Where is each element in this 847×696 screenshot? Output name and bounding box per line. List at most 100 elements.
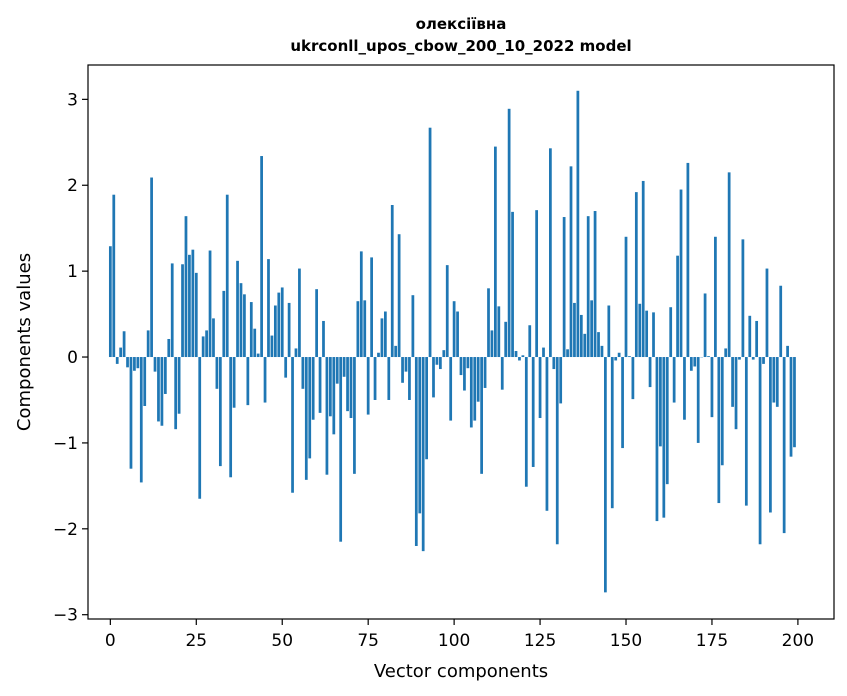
bar xyxy=(153,357,157,372)
bar xyxy=(686,162,690,358)
bar xyxy=(590,300,594,358)
y-tick-label: −3 xyxy=(53,606,78,626)
bar xyxy=(490,330,494,358)
bar xyxy=(404,357,408,372)
bar xyxy=(236,260,239,358)
bar xyxy=(779,285,783,358)
bar xyxy=(194,272,198,358)
bar xyxy=(720,357,724,466)
bar xyxy=(476,357,480,402)
bar xyxy=(762,357,765,364)
bar xyxy=(397,234,401,358)
bar xyxy=(294,348,298,358)
bar xyxy=(328,357,332,417)
bar xyxy=(198,357,202,499)
x-tick-label: 150 xyxy=(610,631,642,651)
bar xyxy=(339,357,343,542)
plot-frame xyxy=(87,64,835,620)
bar xyxy=(659,357,662,447)
bar xyxy=(191,249,195,358)
bar xyxy=(263,357,267,403)
bar xyxy=(253,328,257,358)
bar xyxy=(751,357,755,360)
bar xyxy=(714,236,717,358)
bar xyxy=(115,357,119,364)
bar xyxy=(414,357,418,546)
bar xyxy=(628,356,631,358)
bar xyxy=(600,345,604,358)
bar xyxy=(689,357,693,371)
bar xyxy=(683,357,686,420)
y-tick-label: −2 xyxy=(53,520,78,540)
bar xyxy=(452,301,456,358)
bar xyxy=(232,357,236,408)
bar xyxy=(332,357,336,435)
bar xyxy=(239,283,243,358)
bar xyxy=(710,357,714,418)
bar xyxy=(652,312,655,358)
bar xyxy=(786,345,789,358)
bar xyxy=(641,180,645,358)
bar xyxy=(205,330,208,358)
bar xyxy=(377,352,380,358)
y-tick-label: 1 xyxy=(67,262,78,282)
x-tick-label: 75 xyxy=(357,631,379,651)
bar xyxy=(174,357,178,430)
bar xyxy=(610,357,614,509)
bar xyxy=(112,194,116,358)
bar xyxy=(775,357,779,407)
bar xyxy=(669,307,673,358)
bar xyxy=(734,357,738,430)
bar xyxy=(538,357,542,419)
y-tick-label: −1 xyxy=(53,434,78,454)
bar xyxy=(229,357,233,478)
bar xyxy=(208,250,212,358)
bar xyxy=(604,357,607,593)
bar xyxy=(390,205,394,358)
bar xyxy=(222,290,226,358)
y-tick-label: 0 xyxy=(67,348,78,368)
bar xyxy=(383,311,387,358)
bar xyxy=(741,239,745,358)
bar xyxy=(480,357,483,474)
bar xyxy=(744,357,748,506)
bar xyxy=(634,192,638,358)
bar xyxy=(287,302,291,358)
bar xyxy=(425,357,428,460)
bar xyxy=(724,348,728,358)
x-tick-label: 25 xyxy=(185,631,207,651)
x-tick-label: 0 xyxy=(105,631,116,651)
bar xyxy=(449,357,453,421)
bar xyxy=(755,320,759,358)
bar xyxy=(428,127,432,358)
bar xyxy=(562,217,566,358)
bar xyxy=(188,254,191,358)
bar xyxy=(215,357,219,389)
bar xyxy=(353,357,356,474)
x-tick-label: 200 xyxy=(782,631,814,651)
bar xyxy=(500,357,504,390)
x-tick-label: 50 xyxy=(271,631,293,651)
bar xyxy=(267,259,270,358)
bar xyxy=(346,357,349,412)
bar xyxy=(559,357,563,404)
bar xyxy=(621,357,624,449)
bar xyxy=(301,357,305,389)
bar xyxy=(665,357,669,485)
bar xyxy=(139,357,143,483)
chart-subtitle: ukrconll_upos_cbow_200_10_2022 model xyxy=(290,37,631,55)
bar xyxy=(184,216,188,358)
bar xyxy=(518,357,521,361)
bar xyxy=(456,311,459,358)
bar xyxy=(143,357,147,406)
bar xyxy=(387,357,391,400)
y-tick-label: 2 xyxy=(67,176,78,196)
bar xyxy=(545,357,549,511)
bar xyxy=(727,172,731,358)
bar xyxy=(693,357,697,367)
bar xyxy=(466,357,470,369)
chart-title: олексіївна xyxy=(416,15,507,33)
bar xyxy=(122,331,126,358)
bar xyxy=(593,211,597,358)
